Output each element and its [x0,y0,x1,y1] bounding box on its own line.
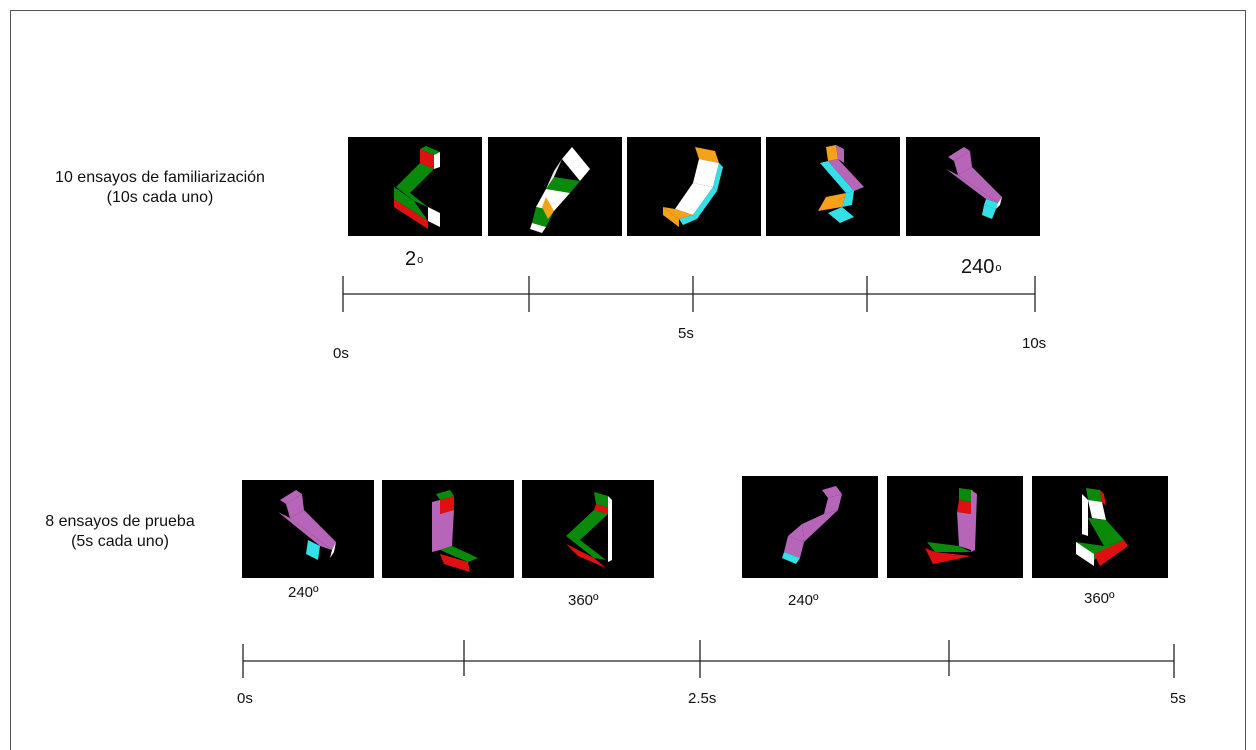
angle-label: 360º [1084,590,1115,607]
degree-mark: o [995,262,1002,274]
rotated-object-360deg [566,492,612,568]
test-title: 8 ensayos de prueba (5s cada uno) [20,512,220,552]
rotated-object-240deg [946,147,1002,219]
angle-start-value: 2 [405,248,417,270]
rotated-object-mid [432,490,478,572]
top-tick-label: 5s [678,325,694,342]
figure-frame [10,10,1246,750]
angle-label: 240º [788,592,819,609]
bottom-tick-label: 5s [1170,690,1186,707]
bottom-tick-label: 2.5s [688,690,717,707]
rotated-object-mid2 [663,147,723,227]
degree-mark: o [417,254,424,266]
rotated-object-360deg [1076,488,1128,566]
rotated-object-240deg [278,490,336,560]
angle-end-label: 240o [961,256,1002,279]
angle-label: 360º [568,592,599,609]
top-tick-label: 0s [333,345,349,362]
stimulus-panel [766,137,900,236]
familiarization-title: 10 ensayos de familiarización (10s cada … [30,168,290,208]
stimulus-panel [887,476,1023,578]
rotated-object-mid [925,488,977,564]
familiarization-title-line2: (10s cada uno) [106,189,214,206]
rotated-object-mid1 [530,147,590,233]
stimulus-panel [382,480,514,578]
angle-end-value: 240 [961,256,995,278]
top-tick-label: 10s [1022,335,1047,352]
stimulus-panel [522,480,654,578]
stimulus-panel [627,137,761,236]
angle-label: 240º [288,584,319,601]
stimulus-panel [242,480,374,578]
stimulus-panel [742,476,878,578]
rotated-object-240deg [782,486,842,564]
stimulus-panel [906,137,1040,236]
test-title-line1: 8 ensayos de prueba [45,513,195,530]
stimulus-panel [488,137,622,236]
stimulus-panel [348,137,482,236]
rotated-object-mid3 [818,145,864,223]
test-title-line2: (5s cada uno) [71,533,169,550]
familiarization-title-line1: 10 ensayos de familiarización [55,169,265,186]
stimulus-panel [1032,476,1168,578]
bottom-tick-label: 0s [237,690,253,707]
angle-start-label: 2o [405,248,423,271]
rotated-object-2deg [394,146,440,229]
